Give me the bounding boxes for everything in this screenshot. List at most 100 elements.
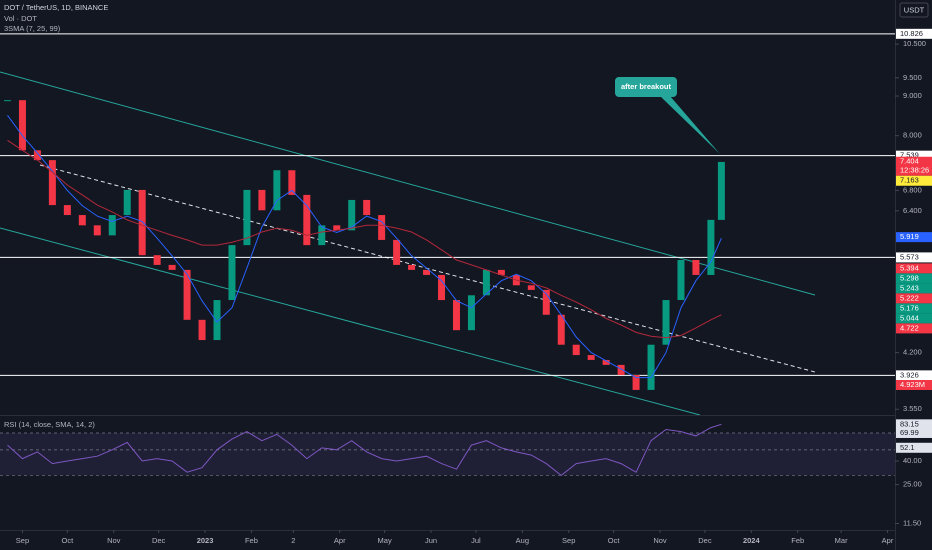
candle [63, 205, 71, 216]
candle [632, 375, 640, 390]
price-tag-label: 5.919 [900, 232, 919, 241]
sma-legend: 3SMA (7, 25, 99) [4, 24, 61, 33]
candle [93, 225, 101, 236]
callout-text: after breakout [621, 82, 672, 91]
candle [288, 170, 296, 195]
level-tag-label: 5.573 [900, 252, 919, 261]
moving-average [7, 139, 722, 339]
rsi-legend: RSI (14, close, SMA, 14, 2) [4, 420, 95, 429]
x-tick-label: Dec [698, 536, 712, 545]
x-tick-label: Feb [791, 536, 804, 545]
candle [183, 269, 191, 320]
candle [138, 189, 146, 256]
candle [153, 255, 161, 265]
candle [108, 215, 116, 236]
x-tick-label: Apr [334, 536, 346, 545]
x-tick-label: 2023 [197, 536, 214, 545]
callout-box [615, 77, 677, 97]
candle [363, 199, 371, 216]
price-tag [896, 293, 932, 304]
candle [168, 264, 176, 270]
price-tag [896, 303, 932, 314]
callout-pointer [660, 96, 720, 154]
currency-label[interactable]: USDT [904, 5, 925, 14]
candle [617, 364, 625, 376]
y-tick-label: 9.000 [903, 91, 922, 100]
rsi-tag [896, 419, 932, 430]
currency-button[interactable] [899, 2, 929, 18]
x-tick-label: Aug [516, 536, 529, 545]
candle [497, 269, 505, 275]
x-tick-label: Sep [562, 536, 575, 545]
y-tick-label: 4.200 [903, 348, 922, 357]
candle [333, 225, 341, 231]
y-tick-label: 9.500 [903, 73, 922, 82]
candle [587, 355, 595, 360]
rsi-tag [896, 427, 932, 438]
candle [677, 260, 685, 301]
price-tag [896, 263, 932, 274]
candle [452, 300, 460, 331]
candle [423, 269, 431, 275]
rsi-tag-label: 52.1 [900, 443, 915, 452]
x-tick-label: 2024 [743, 536, 761, 545]
x-tick-label: Sep [16, 536, 29, 545]
y-tick-label: 6.400 [903, 206, 922, 215]
candle [438, 274, 446, 301]
y-tick-label: 10.500 [903, 39, 926, 48]
candle [527, 285, 535, 290]
y-tick-label: 3.550 [903, 404, 922, 413]
rsi-band [0, 432, 895, 476]
price-tag-label: 4.722 [900, 323, 919, 332]
price-tag [896, 283, 932, 294]
candle [33, 150, 41, 161]
candle [717, 161, 725, 220]
x-tick-label: May [378, 536, 392, 545]
price-tag [896, 175, 932, 186]
candle [707, 219, 715, 275]
countdown: 12:38:26 [900, 166, 929, 175]
y-tick-label: 6.800 [903, 185, 922, 194]
candle [78, 215, 86, 226]
volume-legend: Vol · DOT [4, 14, 37, 23]
rsi-tick-label: 25.00 [903, 480, 922, 489]
price-tag-label: 5.222 [900, 293, 919, 302]
price-tag [896, 273, 932, 284]
x-tick-label: Jun [425, 536, 437, 545]
x-tick-label: Apr [882, 536, 894, 545]
candle [213, 300, 221, 341]
candle [378, 215, 386, 240]
candle [482, 269, 490, 296]
candle [393, 239, 401, 265]
price-tag-label: 5.176 [900, 303, 919, 312]
channel-lower [0, 227, 701, 416]
price-tag-label: 7.163 [900, 176, 919, 185]
candle [3, 100, 11, 102]
candle [198, 319, 206, 341]
x-tick-label: Jul [471, 536, 481, 545]
candle [662, 300, 670, 345]
x-tick-label: Feb [245, 536, 258, 545]
price-tag [896, 323, 932, 334]
price-tag-label: 5.243 [900, 283, 919, 292]
price-tag-label: 7.404 [900, 157, 919, 166]
level-tag-label: 3.926 [900, 370, 919, 379]
candle [303, 194, 311, 246]
y-tick-label: 8.000 [903, 131, 922, 140]
candle [243, 189, 251, 246]
level-tag-label: 7.539 [900, 151, 919, 160]
rsi-tag [896, 442, 932, 453]
candle [273, 170, 281, 211]
x-tick-label: Mar [835, 536, 848, 545]
rsi-tick-label: 40.00 [903, 456, 922, 465]
candle [602, 359, 610, 365]
x-tick-label: Oct [608, 536, 621, 545]
candle [647, 344, 655, 390]
candle [557, 314, 565, 345]
volume-tag-label: 4.923M [900, 380, 925, 389]
price-tag-label: 5.394 [900, 263, 919, 272]
rsi-tag-label: 69.99 [900, 428, 919, 437]
candle [467, 295, 475, 331]
